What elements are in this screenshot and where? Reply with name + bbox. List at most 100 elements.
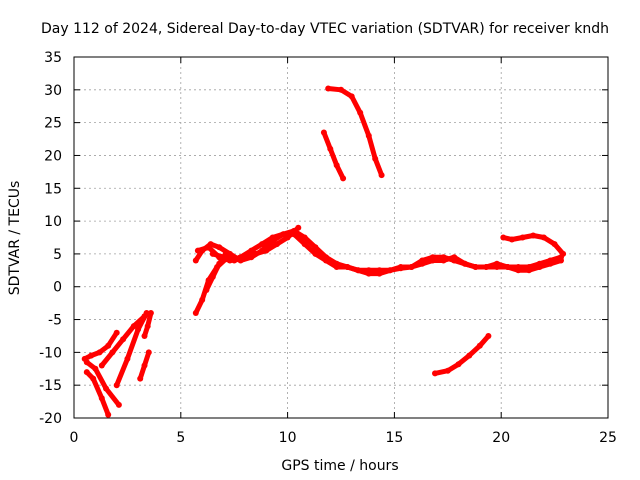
data-point	[273, 241, 280, 248]
data-point	[547, 260, 554, 267]
y-tick-label: 25	[44, 116, 62, 132]
data-point	[508, 236, 515, 243]
data-point	[530, 232, 537, 239]
y-tick-label: 35	[44, 50, 62, 66]
x-tick-label: 15	[385, 430, 403, 446]
data-point	[327, 145, 334, 152]
data-point	[120, 336, 127, 343]
y-tick-label: -5	[48, 313, 62, 329]
y-tick-labels: -20 -15 -10 -5 0 5 10 15 20 25 30 35	[39, 50, 62, 427]
data-point	[115, 401, 122, 408]
data-point	[295, 224, 302, 231]
data-point	[429, 254, 436, 261]
x-tick-label: 10	[279, 430, 297, 446]
y-tick-label: 30	[44, 83, 62, 99]
data-point	[141, 333, 148, 339]
x-tick-label: 5	[176, 430, 185, 446]
data-point	[83, 359, 90, 366]
axis-ticks	[73, 56, 609, 419]
data-point	[145, 349, 152, 356]
data-point	[500, 234, 507, 241]
data-point	[440, 254, 447, 261]
data-point	[144, 323, 151, 330]
data-point	[461, 260, 468, 267]
y-tick-label: 20	[44, 148, 62, 164]
series-line-s16	[432, 333, 491, 376]
data-point	[90, 375, 97, 382]
data-point	[147, 310, 154, 316]
data-point	[252, 250, 259, 257]
data-point	[301, 234, 308, 241]
data-point	[355, 267, 362, 274]
data-point	[301, 241, 308, 248]
y-tick-label: 15	[44, 181, 62, 197]
series-line-s2	[84, 359, 122, 408]
data-point	[263, 247, 270, 254]
data-point	[92, 365, 99, 372]
data-point	[476, 342, 483, 349]
data-point	[88, 352, 95, 359]
data-point	[192, 257, 199, 264]
y-tick-label: -20	[39, 411, 62, 427]
data-point	[466, 352, 473, 359]
y-tick-label: 5	[53, 247, 62, 263]
data-point	[333, 260, 340, 267]
series-line-s3	[84, 369, 111, 418]
data-point	[83, 369, 90, 376]
data-point	[124, 355, 131, 362]
data-point	[216, 244, 223, 251]
data-point	[340, 175, 347, 182]
data-point	[248, 247, 255, 254]
data-point	[312, 244, 319, 251]
data-point	[241, 254, 248, 261]
data-point	[472, 264, 479, 270]
data-point	[141, 362, 148, 369]
data-point	[109, 349, 116, 356]
data-point	[419, 257, 426, 264]
data-point	[320, 129, 327, 136]
data-point	[226, 250, 233, 257]
data-point	[344, 264, 351, 270]
data-point	[387, 267, 394, 274]
data-point	[312, 250, 319, 257]
data-point	[483, 264, 490, 270]
data-point	[348, 93, 355, 100]
data-point	[408, 264, 415, 270]
data-point	[560, 250, 567, 257]
data-point	[203, 287, 210, 293]
data-point	[357, 109, 364, 116]
data-point	[113, 329, 120, 336]
data-point	[504, 264, 511, 270]
data-point	[194, 247, 201, 254]
data-point	[378, 172, 385, 179]
data-point	[135, 326, 142, 333]
data-point	[284, 234, 291, 241]
y-tick-label: 0	[53, 280, 62, 296]
series-group	[81, 85, 567, 418]
data-point	[536, 264, 543, 270]
data-point	[397, 264, 404, 270]
data-point	[338, 86, 344, 93]
y-tick-label: 10	[44, 214, 62, 230]
chart-title: Day 112 of 2024, Sidereal Day-to-day VTE…	[41, 21, 609, 37]
data-point	[485, 333, 492, 339]
series-line-s5	[114, 310, 150, 388]
plot-frame	[73, 56, 609, 419]
data-point	[515, 267, 522, 274]
data-point	[551, 241, 558, 248]
data-point	[333, 162, 340, 169]
data-point	[105, 411, 112, 418]
data-point	[96, 349, 103, 356]
data-point	[372, 155, 379, 162]
data-point	[220, 254, 227, 261]
data-point	[105, 342, 112, 349]
data-point	[209, 273, 216, 280]
data-point	[209, 250, 216, 257]
data-point	[365, 132, 372, 139]
data-point	[98, 395, 105, 402]
data-point	[103, 385, 109, 392]
data-point	[558, 257, 564, 264]
data-point	[269, 234, 276, 241]
data-point	[113, 382, 120, 389]
